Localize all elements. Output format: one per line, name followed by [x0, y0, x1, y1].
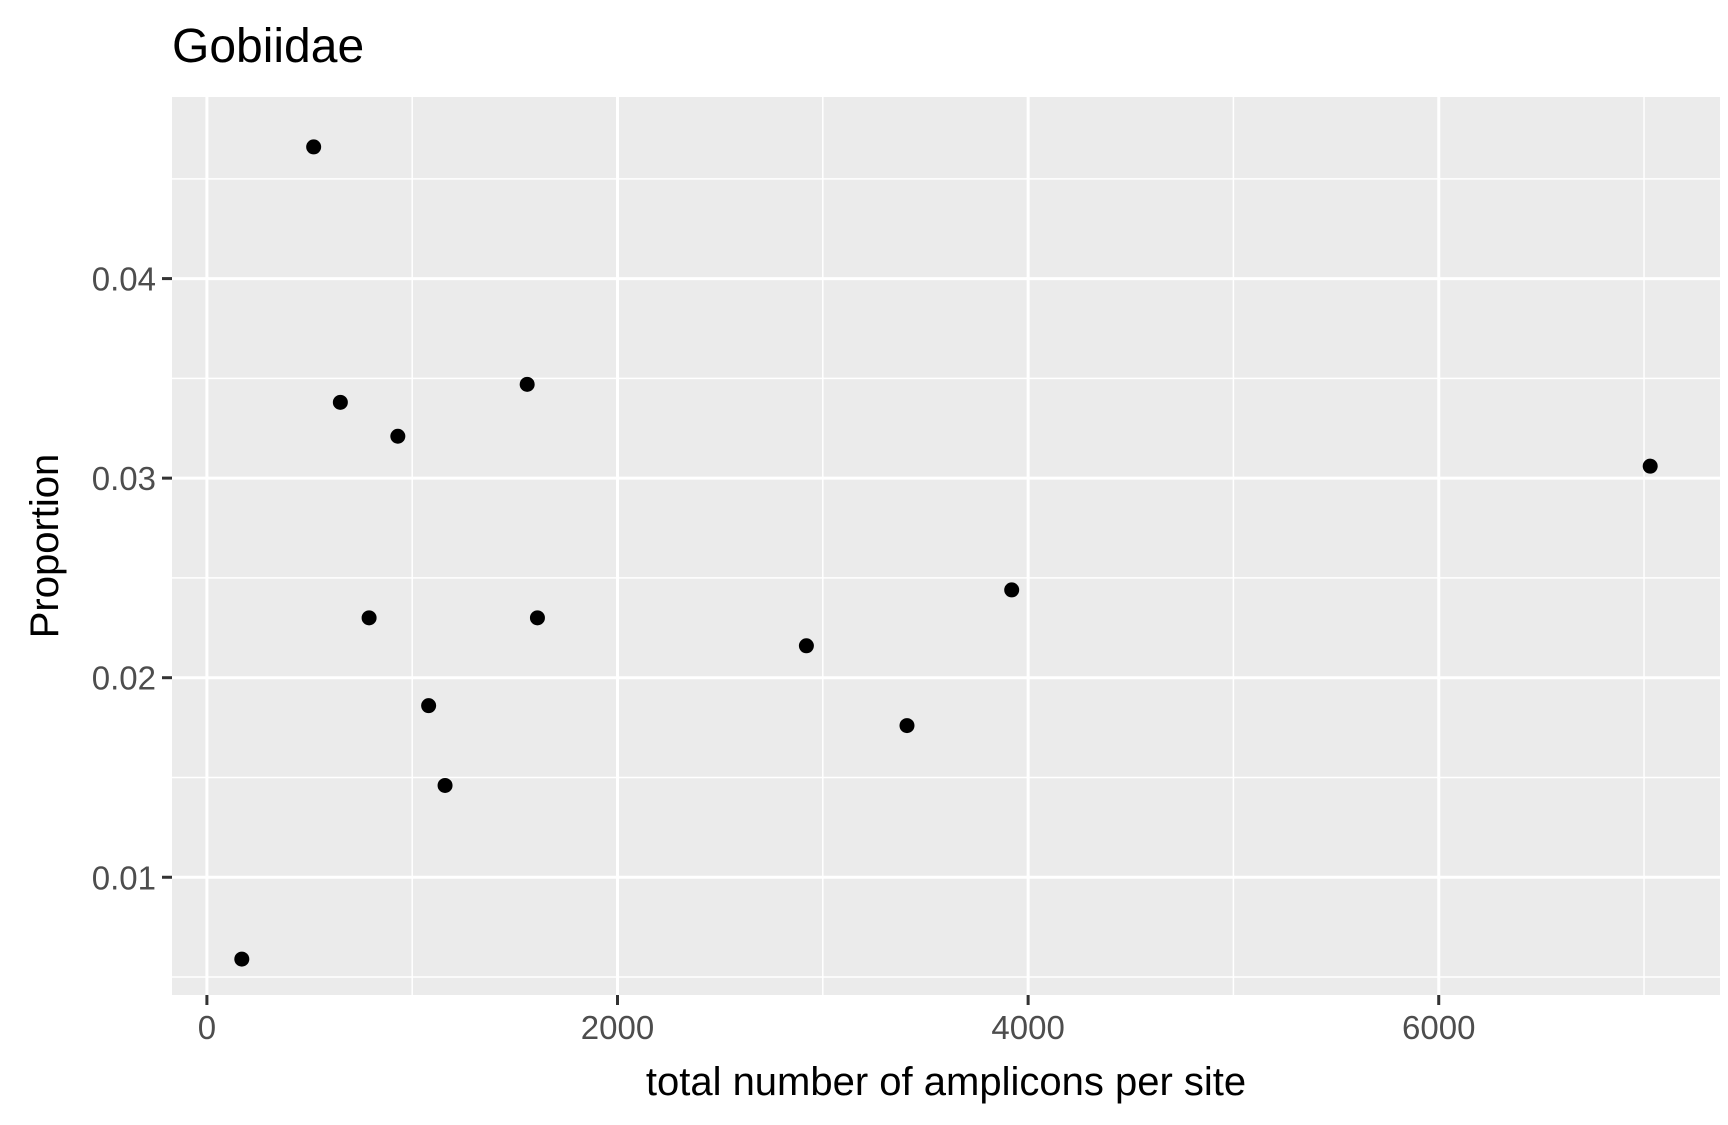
y-tick-label: 0.03: [92, 460, 156, 497]
data-point: [234, 951, 250, 967]
x-tick-label: 6000: [1402, 1009, 1475, 1046]
y-tick-label: 0.04: [92, 261, 156, 298]
x-tick-label: 4000: [991, 1009, 1064, 1046]
data-point: [1642, 458, 1658, 474]
plot-panel: [172, 97, 1720, 995]
y-tick-label: 0.02: [92, 660, 156, 697]
x-tick-label: 2000: [581, 1009, 654, 1046]
data-point: [437, 777, 453, 793]
y-axis-title: Proportion: [23, 454, 67, 639]
x-tick-label: 0: [198, 1009, 216, 1046]
grid-minor: [172, 97, 1720, 995]
data-point: [519, 376, 535, 392]
x-axis: 0 2000 4000 6000: [198, 995, 1475, 1046]
data-points: [234, 139, 1658, 967]
data-point: [390, 428, 406, 444]
data-point: [529, 610, 545, 626]
data-point: [332, 394, 348, 410]
data-point: [899, 718, 915, 734]
x-axis-title: total number of amplicons per site: [646, 1060, 1246, 1104]
y-tick-label: 0.01: [92, 859, 156, 896]
data-point: [421, 698, 437, 714]
data-point: [306, 139, 322, 155]
chart-title: Gobiidae: [172, 20, 364, 73]
data-point: [361, 610, 377, 626]
grid-major: [172, 97, 1720, 995]
data-point: [1004, 582, 1020, 598]
data-point: [798, 638, 814, 654]
y-axis: 0.01 0.02 0.03 0.04: [92, 261, 172, 896]
